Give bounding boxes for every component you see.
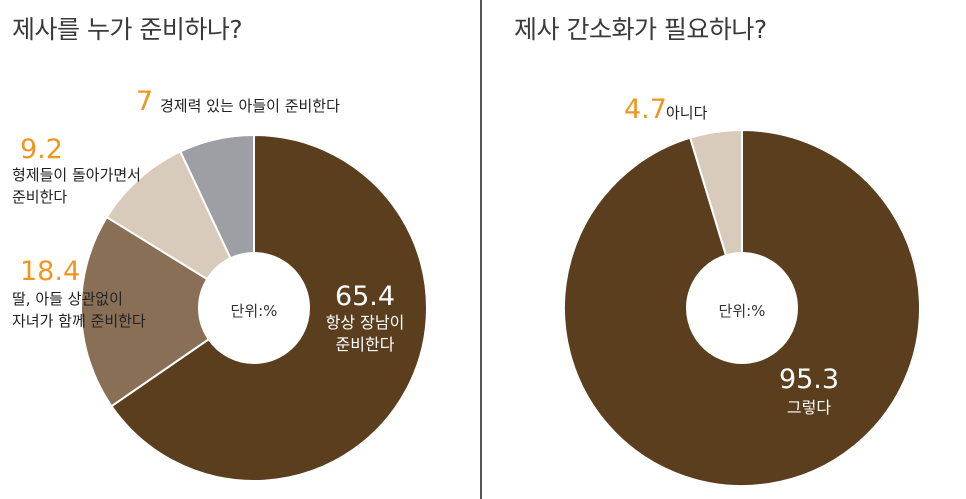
value-label-siblings-rotate: 9.2 bbox=[20, 134, 63, 165]
value-label-no: 4.7 bbox=[624, 94, 667, 125]
value-label-all-children: 18.4 bbox=[20, 256, 81, 287]
category-label-no: 아니다 bbox=[666, 104, 708, 122]
chart-panel-simplification: 제사 간소화가 필요하나? 단위:% 95.3 그렇다 4.7 아니다 bbox=[484, 0, 966, 499]
chart-panel-who-prepares: 제사를 누가 준비하나? 단위:% 65.4 항상 장남이 준비한다 18.4 … bbox=[0, 0, 480, 499]
category-label-eldest-son-line1: 항상 장남이 bbox=[325, 313, 405, 332]
category-label-siblings-rotate-line1: 형제들이 돌아가면서 bbox=[12, 166, 141, 184]
donut-chart-simplification bbox=[563, 128, 921, 487]
category-label-siblings-rotate-line2: 준비한다 bbox=[12, 188, 68, 206]
category-label-wealthy-son: 경제력 있는 아들이 준비한다 bbox=[160, 97, 340, 115]
chart-title: 제사를 누가 준비하나? bbox=[12, 15, 243, 44]
value-label-yes: 95.3 bbox=[778, 364, 840, 395]
category-label-yes: 그렇다 bbox=[786, 398, 832, 417]
value-label-eldest-son: 65.4 bbox=[334, 281, 396, 312]
panel-divider bbox=[480, 0, 482, 499]
who-prepares-slice-3 bbox=[179, 133, 255, 260]
donut-chart-who-prepares bbox=[80, 133, 428, 482]
who-prepares-slice-1 bbox=[80, 215, 211, 408]
value-label-wealthy-son: 7 bbox=[136, 86, 154, 117]
unit-label: 단위:% bbox=[718, 302, 766, 320]
chart-title: 제사 간소화가 필요하나? bbox=[514, 15, 767, 44]
who-prepares-slice-0 bbox=[110, 133, 428, 482]
simplification-slice-1 bbox=[688, 128, 743, 257]
category-label-eldest-son-line2: 준비한다 bbox=[335, 335, 395, 354]
unit-label: 단위:% bbox=[230, 302, 278, 320]
simplification-slice-0 bbox=[563, 128, 921, 487]
category-label-all-children-line1: 딸, 아들 상관없이 bbox=[12, 290, 123, 308]
category-label-all-children-line2: 자녀가 함께 준비한다 bbox=[12, 312, 146, 330]
